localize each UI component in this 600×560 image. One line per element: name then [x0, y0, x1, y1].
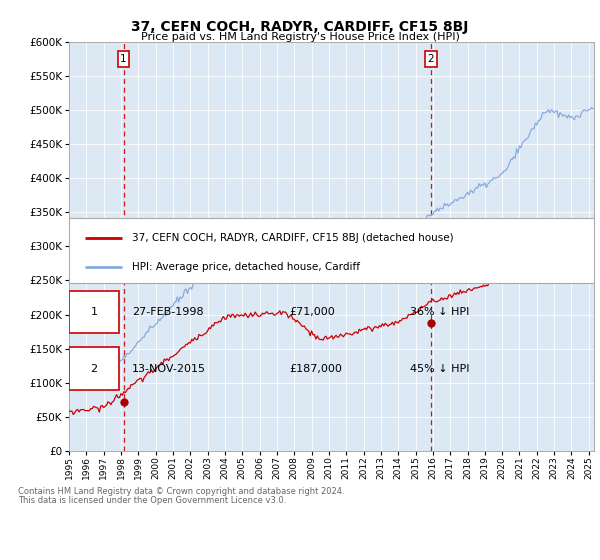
- Text: 2: 2: [427, 54, 434, 64]
- Text: 37, CEFN COCH, RADYR, CARDIFF, CF15 8BJ (detached house): 37, CEFN COCH, RADYR, CARDIFF, CF15 8BJ …: [132, 233, 454, 242]
- Text: Price paid vs. HM Land Registry's House Price Index (HPI): Price paid vs. HM Land Registry's House …: [140, 32, 460, 43]
- Text: 13-NOV-2015: 13-NOV-2015: [132, 363, 206, 374]
- Text: HPI: Average price, detached house, Cardiff: HPI: Average price, detached house, Card…: [132, 262, 360, 272]
- Text: 1: 1: [120, 54, 127, 64]
- FancyBboxPatch shape: [69, 218, 594, 283]
- Text: £71,000: £71,000: [290, 307, 335, 317]
- Text: 27-FEB-1998: 27-FEB-1998: [132, 307, 203, 317]
- Text: 1: 1: [91, 307, 97, 317]
- FancyBboxPatch shape: [69, 347, 119, 390]
- Text: This data is licensed under the Open Government Licence v3.0.: This data is licensed under the Open Gov…: [18, 496, 286, 505]
- Text: 2: 2: [91, 363, 97, 374]
- Text: 36% ↓ HPI: 36% ↓ HPI: [410, 307, 470, 317]
- Text: Contains HM Land Registry data © Crown copyright and database right 2024.: Contains HM Land Registry data © Crown c…: [18, 487, 344, 496]
- Text: 45% ↓ HPI: 45% ↓ HPI: [410, 363, 470, 374]
- Text: £187,000: £187,000: [290, 363, 343, 374]
- Text: 37, CEFN COCH, RADYR, CARDIFF, CF15 8BJ: 37, CEFN COCH, RADYR, CARDIFF, CF15 8BJ: [131, 20, 469, 34]
- FancyBboxPatch shape: [69, 291, 119, 334]
